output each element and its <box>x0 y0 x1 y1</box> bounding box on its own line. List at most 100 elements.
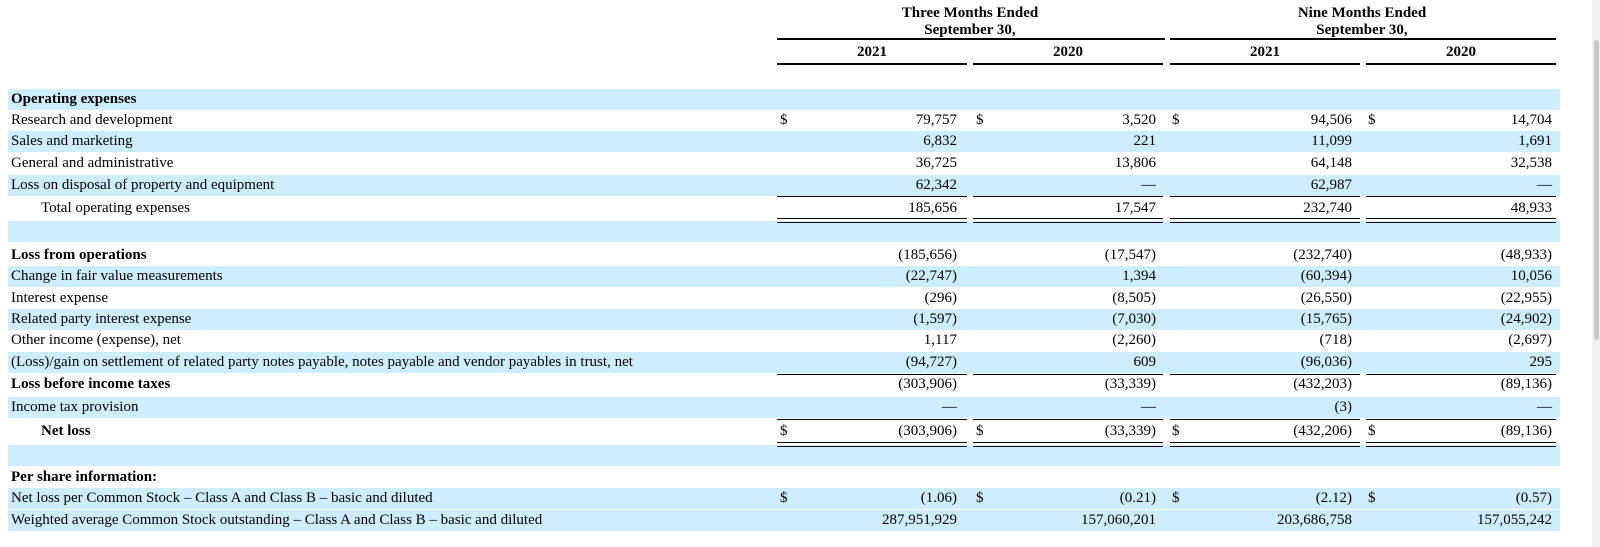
value-cell: — <box>1537 399 1552 415</box>
value-cell: (296) <box>924 290 958 306</box>
value-cell: (60,394) <box>1300 268 1352 284</box>
currency-symbol: $ <box>780 423 788 439</box>
value-cell: 203,686,758 <box>1277 512 1352 528</box>
row-label: Change in fair value measurements <box>11 268 223 284</box>
value-cell: (303,906) <box>898 376 957 392</box>
row-label: Net loss <box>41 423 91 439</box>
value-cell: (33,339) <box>1104 376 1156 392</box>
value-cell: (48,933) <box>1500 247 1552 263</box>
three-months-header: Three Months Ended September 30, <box>820 5 1120 39</box>
year-header-1: 2021 <box>857 44 887 60</box>
value-cell: (24,902) <box>1500 311 1552 327</box>
row-label: Other income (expense), net <box>11 332 181 348</box>
row-label: Income tax provision <box>11 399 139 415</box>
scrollbar-thumb[interactable] <box>1594 40 1599 340</box>
value-cell: (185,656) <box>898 247 957 263</box>
value-cell: 287,951,929 <box>882 512 957 528</box>
value-cell: 221 <box>1133 133 1157 149</box>
row-label: Operating expenses <box>11 91 137 107</box>
value-cell: (17,547) <box>1104 247 1156 263</box>
row-label: Related party interest expense <box>11 311 192 327</box>
table-row: Loss from operations (185,656) (17,547) (23… <box>8 245 1560 266</box>
year-rule-3 <box>1170 63 1360 65</box>
value-cell: 1,117 <box>923 332 957 348</box>
table-row: Net loss $ (303,906) $ (33,339) $ (432,206) $ (8… <box>8 421 1560 442</box>
table-row: Loss on disposal of property and equipme… <box>8 175 1560 196</box>
vertical-scrollbar[interactable] <box>1592 0 1600 547</box>
value-cell: (22,747) <box>905 268 957 284</box>
year-header-2: 2020 <box>1053 44 1083 60</box>
value-cell: — <box>1141 399 1156 415</box>
three-months-header-line2: September 30, <box>924 22 1016 38</box>
value-cell: — <box>1537 177 1552 193</box>
three-months-header-line1: Three Months Ended <box>901 5 1039 21</box>
currency-symbol: $ <box>976 423 984 439</box>
value-cell: 62,987 <box>1310 177 1352 193</box>
year-header-3: 2021 <box>1250 44 1280 60</box>
table-row: Loss before income taxes (303,906) (33,339… <box>8 374 1560 395</box>
pretax-rule-1 <box>777 374 967 375</box>
row-label: Interest expense <box>11 290 109 306</box>
netloss-rule-1 <box>777 442 967 447</box>
value-cell: (7,030) <box>1112 311 1156 327</box>
table-row: Change in fair value measurements (22,747… <box>8 266 1560 287</box>
value-cell: 62,342 <box>915 177 957 193</box>
value-cell: 79,757 <box>915 112 957 128</box>
table-row: Per share information: <box>8 467 1560 488</box>
year-rule-4 <box>1366 63 1556 65</box>
value-cell: 295 <box>1529 354 1553 370</box>
value-cell: (303,906) <box>898 423 957 439</box>
nine-months-header-line2: September 30, <box>1316 22 1408 38</box>
row-label: Net loss per Common Stock – Class A and … <box>11 490 433 506</box>
netloss-rule-2 <box>973 442 1163 447</box>
currency-symbol: $ <box>976 112 984 128</box>
currency-symbol: $ <box>1368 490 1376 506</box>
value-cell: (432,206) <box>1293 423 1352 439</box>
three-months-header-rule <box>777 38 1165 40</box>
value-cell: 609 <box>1133 354 1157 370</box>
netloss-rule-4 <box>1366 442 1556 447</box>
value-cell: 1,394 <box>1122 268 1156 284</box>
value-cell: (232,740) <box>1293 247 1352 263</box>
currency-symbol: $ <box>780 490 788 506</box>
row-label: Weighted average Common Stock outstandin… <box>11 512 543 528</box>
row-label: General and administrative <box>11 155 174 171</box>
total-rule-1 <box>777 218 967 223</box>
subtotal-rule-2 <box>973 196 1163 197</box>
value-cell: (33,339) <box>1104 423 1156 439</box>
value-cell: 36,725 <box>915 155 957 171</box>
value-cell: 13,806 <box>1114 155 1156 171</box>
value-cell: (0.21) <box>1119 490 1156 506</box>
table-row: Income tax provision — — (3) — <box>8 397 1560 418</box>
row-label: Per share information: <box>11 469 158 485</box>
value-cell: 11,099 <box>1311 133 1352 149</box>
value-cell: — <box>942 399 957 415</box>
table-row: Related party interest expense (1,597) (7,… <box>8 309 1560 330</box>
pretax-rule-2 <box>973 374 1163 375</box>
value-cell: (26,550) <box>1300 290 1352 306</box>
netloss-rule-3 <box>1170 442 1360 447</box>
nine-months-header: Nine Months Ended September 30, <box>1212 5 1512 39</box>
value-cell: 48,933 <box>1510 200 1552 216</box>
total-rule-2 <box>973 218 1163 223</box>
value-cell: (96,036) <box>1300 354 1352 370</box>
currency-symbol: $ <box>1172 490 1180 506</box>
value-cell: (2,697) <box>1508 332 1552 348</box>
value-cell: (94,727) <box>905 354 957 370</box>
table-row: Operating expenses <box>8 89 1560 110</box>
table-row: Total operating expenses 185,656 17,547 232… <box>8 198 1560 219</box>
table-row: (Loss)/gain on settlement of related par… <box>8 352 1560 373</box>
value-cell: 185,656 <box>908 200 957 216</box>
value-cell: (3) <box>1334 399 1353 415</box>
value-cell: (1,597) <box>913 311 957 327</box>
currency-symbol: $ <box>1172 423 1180 439</box>
value-cell: 14,704 <box>1510 112 1552 128</box>
currency-symbol: $ <box>780 112 788 128</box>
currency-symbol: $ <box>976 490 984 506</box>
table-row <box>8 445 1560 466</box>
year-header-4: 2020 <box>1446 44 1476 60</box>
currency-symbol: $ <box>1368 423 1376 439</box>
currency-symbol: $ <box>1172 112 1180 128</box>
pretax-rule-4 <box>1366 374 1556 375</box>
row-label: Sales and marketing <box>11 133 133 149</box>
